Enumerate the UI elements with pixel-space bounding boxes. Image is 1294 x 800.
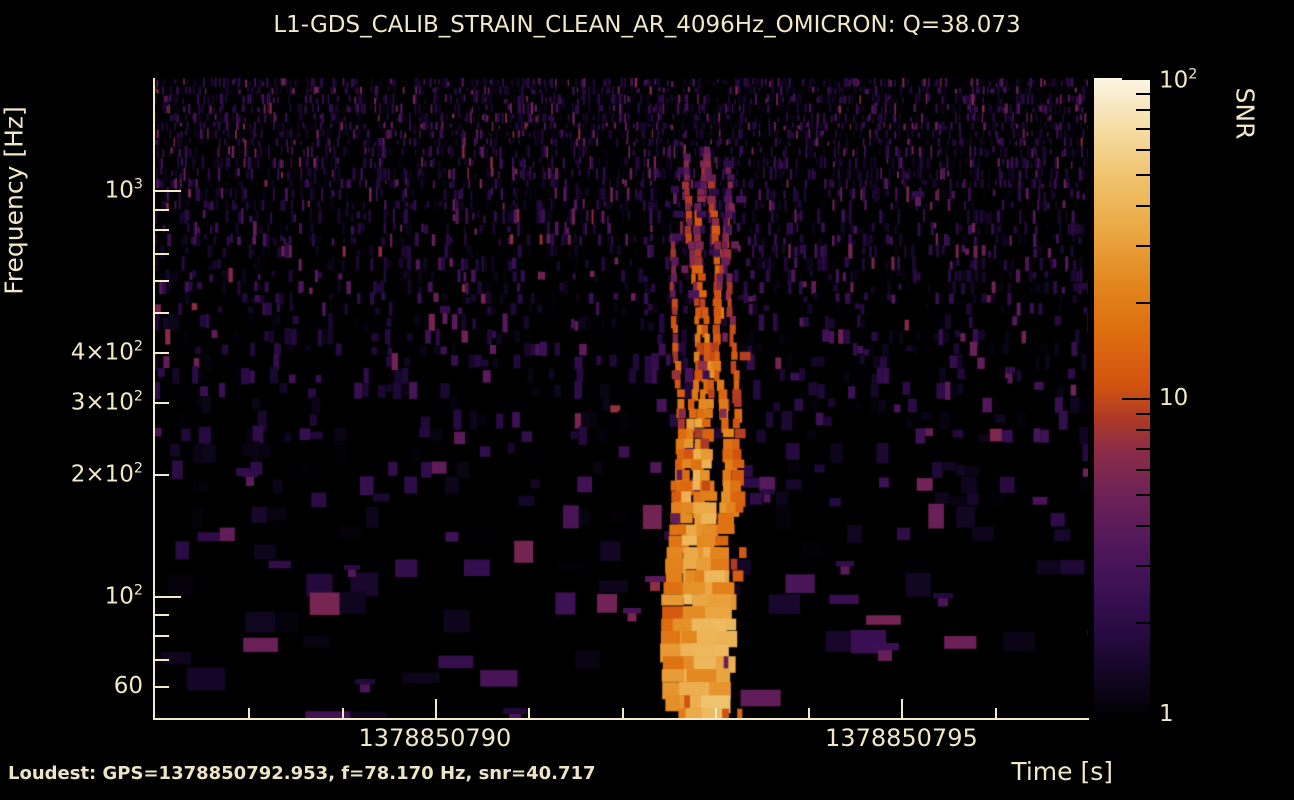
x-minor-tick (808, 708, 811, 718)
colorbar-minor-tick (1136, 148, 1150, 151)
colorbar-minor-tick (1136, 565, 1150, 568)
colorbar-minor-tick (1136, 447, 1150, 450)
y-minor-tick (155, 635, 169, 638)
y-minor-tick (155, 685, 169, 688)
colorbar-tick-label: 10 (1159, 385, 1189, 411)
colorbar-minor-tick (1136, 205, 1150, 208)
colorbar-major-tick (1122, 398, 1150, 400)
y-minor-tick (155, 473, 169, 476)
y-tick-label: 103 (104, 176, 143, 204)
colorbar-minor-tick (1136, 525, 1150, 528)
y-minor-tick (155, 351, 169, 354)
colorbar-minor-tick (1136, 109, 1150, 111)
y-major-tick (155, 190, 181, 193)
x-major-tick (901, 699, 904, 718)
y-tick-label: 3×102 (70, 388, 143, 416)
x-tick-label: 1378850795 (825, 724, 978, 752)
colorbar-minor-tick (1136, 621, 1150, 624)
spectrogram-canvas (155, 78, 1088, 718)
x-major-tick (434, 699, 437, 718)
x-minor-tick (528, 708, 531, 718)
y-axis-label: Frequency [Hz] (0, 106, 29, 295)
y-major-tick (155, 595, 181, 598)
y-tick-label: 60 (113, 672, 143, 699)
x-minor-tick (714, 708, 717, 718)
colorbar-major-tick (1122, 716, 1150, 718)
y-minor-tick (155, 208, 169, 211)
y-minor-tick (155, 280, 169, 283)
x-minor-tick (248, 708, 251, 718)
colorbar-minor-tick (1136, 245, 1150, 248)
colorbar-major-tick (1122, 78, 1150, 80)
y-minor-tick (155, 658, 169, 661)
colorbar-minor-tick (1136, 92, 1150, 95)
colorbar-minor-tick (1136, 174, 1150, 177)
y-tick-label: 102 (104, 582, 143, 610)
colorbar-minor-tick (1136, 468, 1150, 471)
y-minor-tick (155, 229, 169, 232)
y-minor-tick (155, 312, 169, 315)
x-tick-label: 1378850790 (358, 724, 512, 752)
colorbar-tick-label: 1 (1159, 701, 1174, 727)
x-axis-label: Time [s] (1011, 757, 1113, 786)
x-minor-tick (994, 708, 997, 718)
x-axis-spine (153, 718, 1089, 720)
y-minor-tick (155, 402, 169, 405)
colorbar-label: SNR (1230, 87, 1260, 140)
colorbar-minor-tick (1136, 301, 1150, 304)
colorbar-minor-tick (1136, 127, 1150, 130)
y-tick-label: 2×102 (70, 460, 143, 488)
colorbar-tick-label: 102 (1159, 66, 1198, 94)
plot-title: L1-GDS_CALIB_STRAIN_CLEAN_AR_4096Hz_OMIC… (273, 12, 1021, 38)
y-minor-tick (155, 253, 169, 255)
y-minor-tick (155, 614, 169, 617)
colorbar-minor-tick (1136, 412, 1150, 415)
colorbar-minor-tick (1136, 429, 1150, 431)
x-minor-tick (621, 708, 624, 718)
y-axis-spine (153, 78, 155, 720)
colorbar-minor-tick (1136, 494, 1150, 497)
y-tick-label: 4×102 (70, 338, 143, 365)
loudest-event-annotation: Loudest: GPS=1378850792.953, f=78.170 Hz… (8, 763, 596, 784)
x-minor-tick (341, 708, 344, 718)
